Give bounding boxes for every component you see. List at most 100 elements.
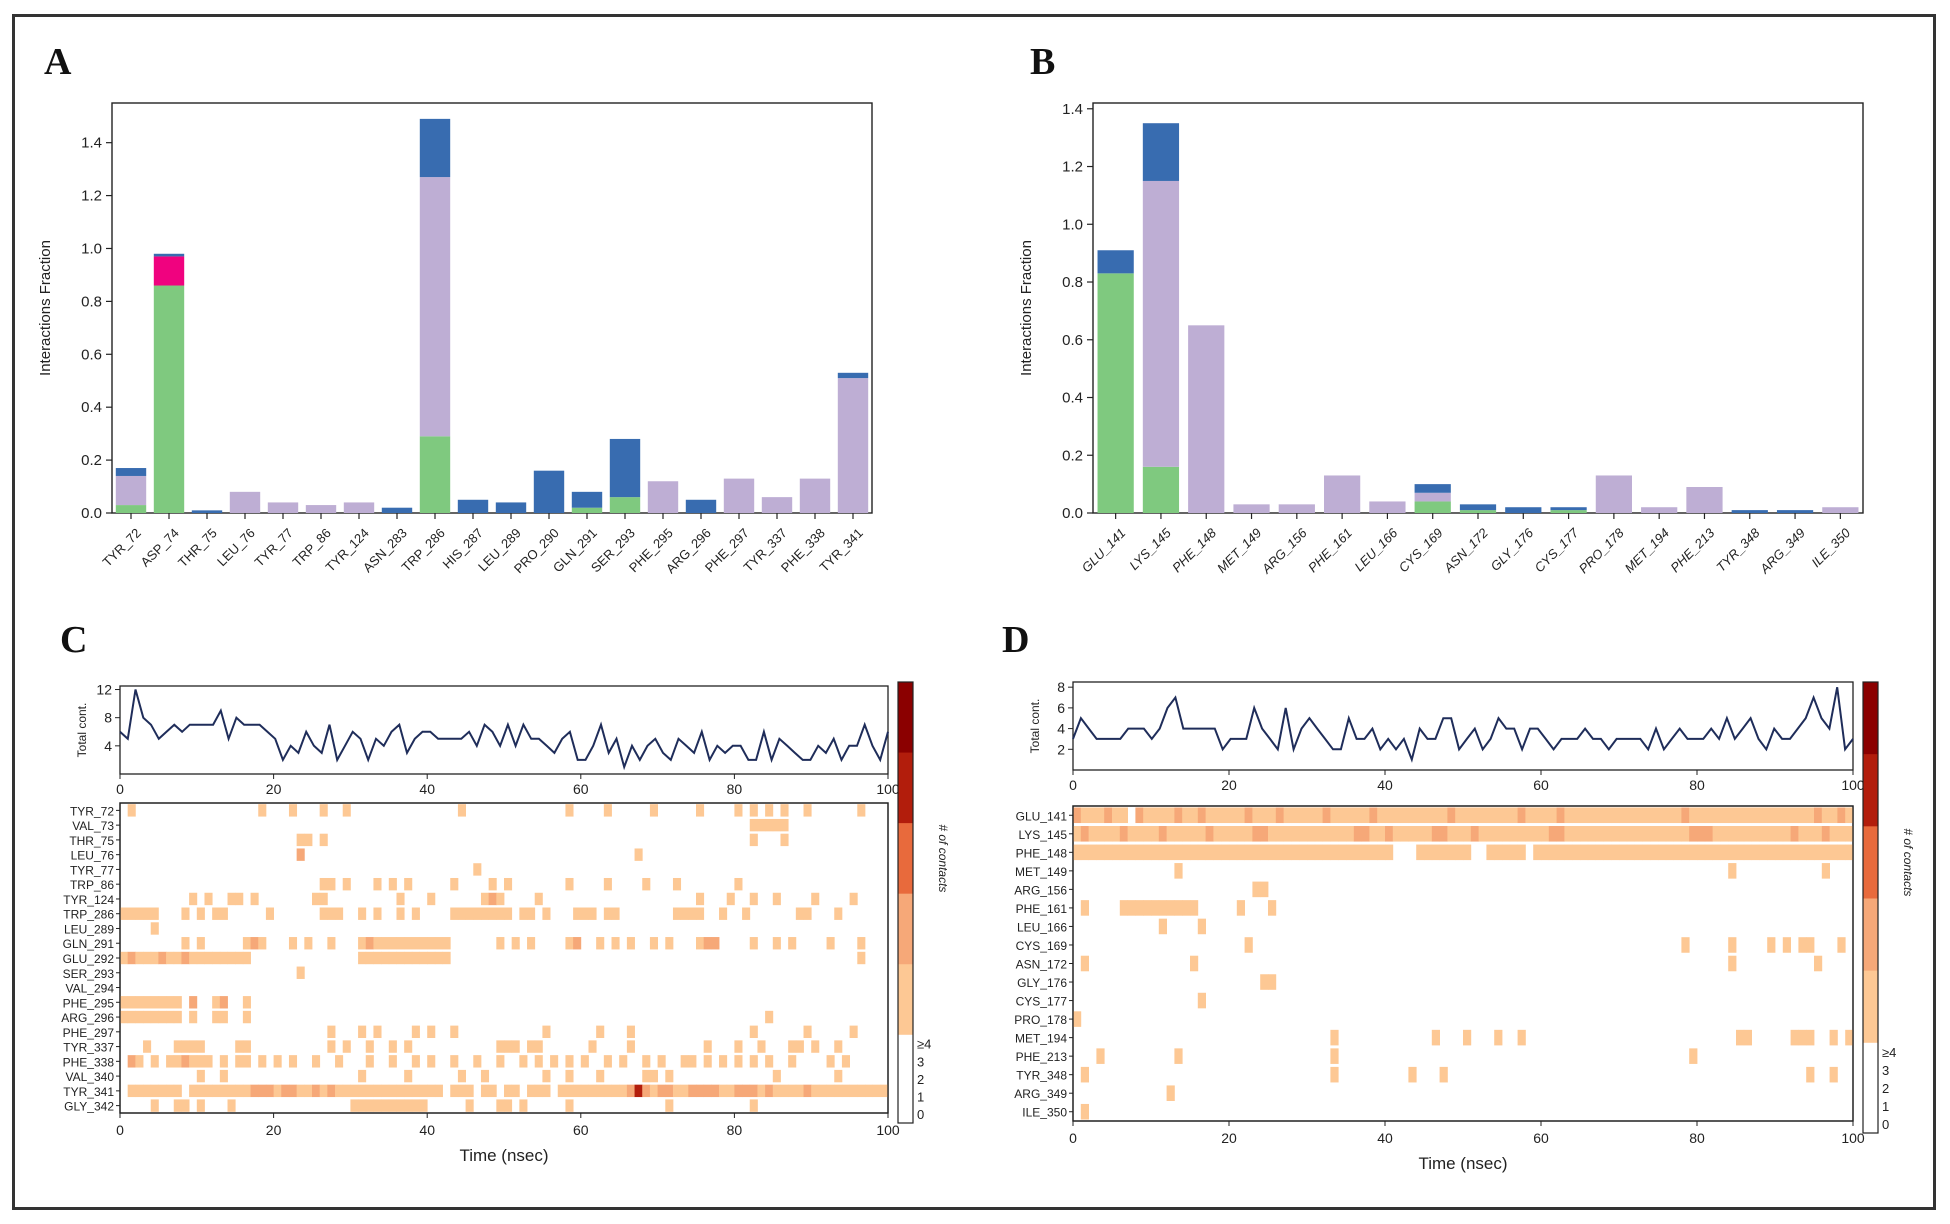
contact-cell-glu_141 bbox=[1353, 807, 1362, 824]
contact-cell-glu_292 bbox=[242, 951, 251, 965]
contact-cell-glu_141 bbox=[1182, 807, 1191, 824]
contact-cell-tyr_341 bbox=[619, 1084, 628, 1098]
contact-cell-tyr_124 bbox=[319, 892, 328, 906]
contact-cell-glu_141 bbox=[1080, 807, 1089, 824]
contact-cell-phe_161 bbox=[1080, 900, 1089, 916]
contact-cell-phe_338 bbox=[427, 1055, 436, 1068]
contact-cell-tyr_341 bbox=[880, 1084, 889, 1098]
contact-cell-cys_169 bbox=[1837, 937, 1846, 953]
contact-cell-tyr_341 bbox=[127, 1084, 136, 1098]
contact-cell-val_340 bbox=[196, 1069, 205, 1083]
contact-cell-trp_286 bbox=[795, 907, 804, 920]
contact-cell-glu_141 bbox=[1580, 807, 1589, 824]
contact-cell-lys_145 bbox=[1073, 826, 1082, 842]
contact-cell-arg_296 bbox=[120, 1010, 129, 1024]
residue-label: PHE_338 bbox=[63, 1055, 115, 1069]
contact-cell-gly_342 bbox=[465, 1099, 474, 1112]
contact-cell-phe_297 bbox=[626, 1025, 635, 1039]
contact-cell-tyr_341 bbox=[235, 1084, 244, 1098]
x-tick-label: TYR_77 bbox=[252, 525, 296, 569]
contact-cell-tyr_341 bbox=[427, 1084, 436, 1098]
contact-cell-tyr_341 bbox=[312, 1084, 321, 1098]
contact-cell-phe_148 bbox=[1275, 844, 1284, 861]
contact-cell-tyr_341 bbox=[358, 1084, 367, 1098]
contact-cell-tyr_72 bbox=[803, 804, 812, 817]
contact-cell-tyr_72 bbox=[127, 804, 136, 817]
contact-cell-ile_350 bbox=[1080, 1103, 1089, 1120]
contact-cell-glu_141 bbox=[1525, 807, 1534, 824]
contact-cell-phe_297 bbox=[849, 1025, 858, 1039]
contact-cell-met_149 bbox=[1174, 863, 1183, 879]
contact-cell-lys_145 bbox=[1658, 826, 1667, 842]
contact-cell-tyr_341 bbox=[396, 1084, 405, 1098]
contact-cell-phe_161 bbox=[1182, 900, 1191, 916]
contact-cell-glu_292 bbox=[227, 951, 236, 965]
contact-cell-tyr_341 bbox=[841, 1084, 850, 1098]
contact-cell-trp_286 bbox=[611, 907, 620, 920]
contact-cell-lys_145 bbox=[1642, 826, 1651, 842]
contact-cell-phe_297 bbox=[373, 1025, 382, 1039]
colorbar-tick-label: 1 bbox=[917, 1090, 924, 1105]
contact-cell-glu_141 bbox=[1587, 807, 1596, 824]
contact-cell-trp_286 bbox=[457, 907, 466, 920]
x-tick-label: 20 bbox=[1221, 777, 1237, 793]
contact-cell-tyr_341 bbox=[626, 1084, 635, 1098]
y-tick-label: 1.4 bbox=[81, 135, 102, 152]
contact-cell-gln_291 bbox=[596, 937, 605, 950]
contact-cell-lys_145 bbox=[1712, 826, 1721, 842]
contact-cell-glu_141 bbox=[1338, 807, 1347, 824]
contact-cell-cys_169 bbox=[1244, 937, 1253, 953]
contact-cell-glu_141 bbox=[1759, 807, 1768, 824]
contact-cell-lys_145 bbox=[1439, 826, 1448, 842]
contact-cell-glu_141 bbox=[1478, 807, 1487, 824]
contact-cell-gln_291 bbox=[826, 937, 835, 950]
colorbar-tick-label: 1 bbox=[1882, 1099, 1889, 1114]
contact-cell-gln_291 bbox=[250, 937, 259, 950]
y-tick-label: 0.0 bbox=[81, 505, 102, 522]
contact-cell-tyr_348 bbox=[1330, 1066, 1339, 1083]
contact-cell-tyr_341 bbox=[542, 1084, 551, 1098]
bar-segment-tyr_341 bbox=[837, 378, 869, 513]
x-tick-label: ILE_350 bbox=[1808, 525, 1853, 570]
contact-cell-tyr_341 bbox=[135, 1084, 144, 1098]
contact-cell-glu_141 bbox=[1650, 807, 1659, 824]
y-tick-label: 0.4 bbox=[1062, 390, 1083, 407]
y-tick-label: 0.0 bbox=[1062, 505, 1083, 522]
contact-cell-tyr_124 bbox=[427, 892, 436, 906]
x-tick-label: PHE_148 bbox=[1169, 525, 1220, 576]
contact-cell-lys_145 bbox=[1580, 826, 1589, 842]
contact-cell-trp_86 bbox=[327, 877, 336, 891]
contact-cell-glu_292 bbox=[434, 951, 443, 965]
contact-cell-met_194 bbox=[1517, 1029, 1526, 1046]
contact-cell-phe_148 bbox=[1541, 844, 1550, 861]
contact-cell-phe_148 bbox=[1611, 844, 1620, 861]
bar-segment-tyr_337 bbox=[761, 497, 793, 513]
contact-cell-tyr_341 bbox=[649, 1084, 658, 1098]
x-tick-label: 100 bbox=[876, 781, 900, 797]
contact-cell-lys_145 bbox=[1704, 826, 1713, 842]
bar-segment-glu_141 bbox=[1097, 273, 1134, 513]
plot-area bbox=[111, 102, 873, 514]
contact-cell-phe_161 bbox=[1158, 900, 1167, 916]
top-y-axis-label: Total cont. bbox=[75, 703, 89, 758]
contact-cell-phe_338 bbox=[273, 1055, 282, 1068]
contact-cell-phe_148 bbox=[1338, 844, 1347, 861]
contact-cell-trp_286 bbox=[373, 907, 382, 920]
contact-cell-leu_166 bbox=[1197, 918, 1206, 935]
contact-cell-leu_76 bbox=[296, 848, 305, 861]
contact-cell-phe_148 bbox=[1736, 844, 1745, 861]
bar-segment-gln_291 bbox=[571, 507, 603, 513]
contact-cell-tyr_72 bbox=[319, 804, 328, 817]
x-tick-label: ASP_74 bbox=[138, 525, 182, 569]
bar-segment-tyr_348 bbox=[1731, 510, 1768, 513]
contact-cell-glu_141 bbox=[1704, 807, 1713, 824]
y-tick-label: 1.2 bbox=[1062, 159, 1083, 176]
y-tick-label: 8 bbox=[104, 710, 112, 726]
contact-cell-met_194 bbox=[1790, 1029, 1799, 1046]
colorbar-label: # of contacts bbox=[936, 824, 950, 892]
contact-cell-lys_145 bbox=[1736, 826, 1745, 842]
bar-segment-met_149 bbox=[1233, 504, 1270, 513]
contact-cell-phe_148 bbox=[1572, 844, 1581, 861]
residue-label: ARG_349 bbox=[1014, 1087, 1067, 1101]
contact-cell-glu_141 bbox=[1767, 807, 1776, 824]
